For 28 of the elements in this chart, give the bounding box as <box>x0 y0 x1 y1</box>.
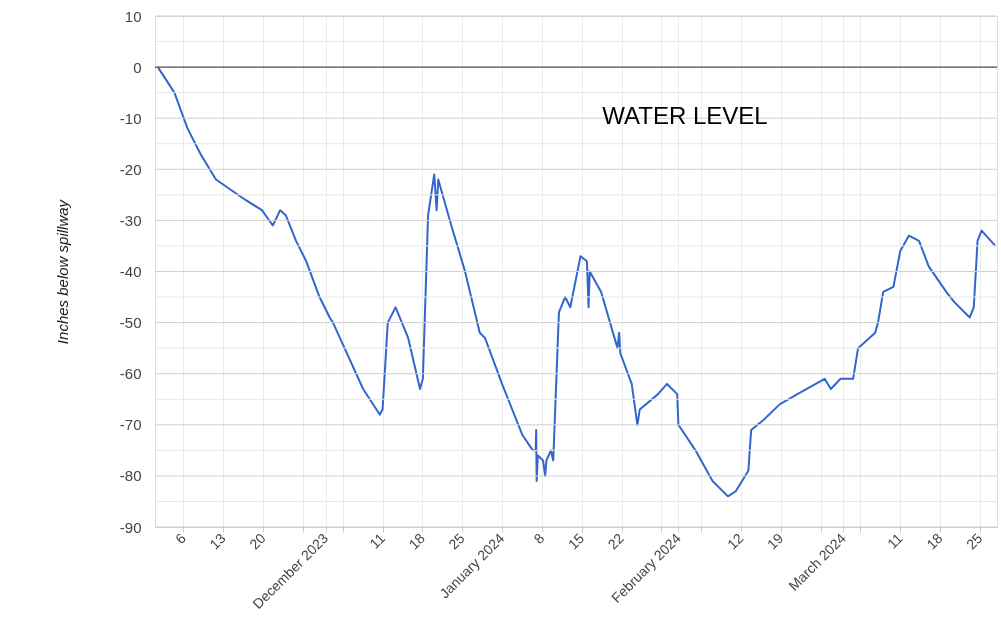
x-tick-label: 15 <box>564 529 588 553</box>
y-tick-label: -60 <box>119 365 142 383</box>
x-tick-label: 20 <box>246 529 269 553</box>
y-tick-label: -50 <box>119 314 142 332</box>
x-tick-label: 19 <box>763 529 787 553</box>
x-tick-label: 22 <box>604 529 628 553</box>
x-tick-label: 25 <box>963 529 986 553</box>
x-tick-label: 11 <box>366 529 389 552</box>
text: WATER LEVEL <box>602 102 768 129</box>
x-tick-label: 11 <box>884 529 906 552</box>
y-tick-label: 0 <box>133 58 142 76</box>
x-tick-label: 13 <box>206 529 229 553</box>
y-tick-label: -40 <box>119 263 142 280</box>
x-tick-label: 8 <box>530 529 548 547</box>
y-tick-label: -90 <box>119 518 142 536</box>
x-tick-label: 6 <box>172 529 190 547</box>
line-series <box>156 66 997 498</box>
x-tick-label: 18 <box>405 529 428 553</box>
y-tick-label: -20 <box>119 160 142 178</box>
x-tick-label: 25 <box>445 529 468 553</box>
y-axis-title: Inches below spillway <box>53 198 71 345</box>
y-tick-label: -70 <box>119 416 142 434</box>
y-tick-label: -80 <box>119 467 142 485</box>
y-tick-label: -30 <box>119 211 142 229</box>
x-tick-label: 12 <box>724 529 747 553</box>
y-tick-label: 10 <box>124 7 142 25</box>
y-tick-label: -10 <box>119 109 142 127</box>
x-tick-label: 18 <box>923 529 946 553</box>
